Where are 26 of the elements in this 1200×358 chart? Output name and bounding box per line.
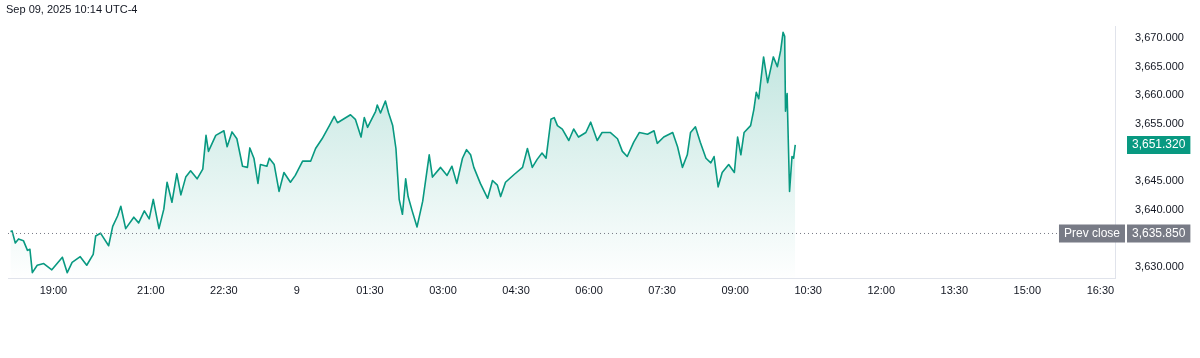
x-tick-label: 07:30 [648,284,676,297]
y-tick-label: 3,645.000 [1135,174,1184,187]
x-tick-label: 09:00 [721,284,749,297]
x-tick-label: 13:30 [940,284,969,297]
x-tick-label: 12:00 [867,284,896,297]
y-tick-label: 3,655.000 [1135,116,1184,129]
x-tick-label: 06:00 [575,284,603,297]
y-tick-label: 3,670.000 [1135,31,1184,44]
x-tick-label: 15:00 [1013,284,1042,297]
x-tick-label: 04:30 [502,284,530,297]
text: 3,651.320 [1132,137,1186,152]
x-tick-label: 16:30 [1086,284,1115,297]
y-tick-label: 3,640.000 [1135,202,1184,215]
x-tick-label: 03:00 [429,284,457,297]
y-tick-label: 3,665.000 [1135,59,1184,72]
x-tick-label: 22:30 [210,284,238,297]
text: 3,635.850 [1132,225,1186,240]
x-tick-label: 19:00 [39,284,68,297]
x-tick-label: 01:30 [356,284,384,297]
x-tick-label: 10:30 [794,284,822,297]
y-tick-label: 3,630.000 [1135,259,1184,272]
y-tick-label: 3,660.000 [1135,88,1184,101]
chart-title: Sep 09, 2025 10:14 UTC-4 [6,3,138,15]
x-tick-label: 9 [293,284,300,297]
x-tick-label: 21:00 [137,284,165,297]
ref-line-label: Prev close [1063,225,1121,240]
